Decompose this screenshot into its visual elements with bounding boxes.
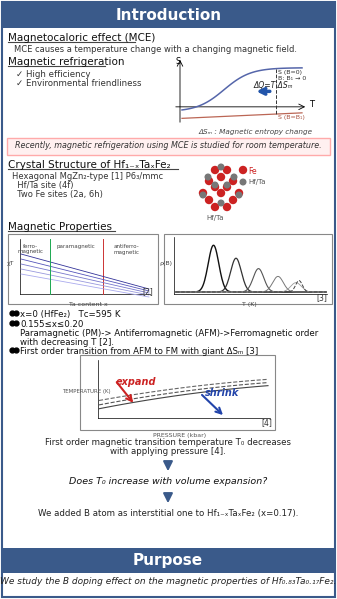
Circle shape xyxy=(212,167,218,174)
Bar xyxy=(2,548,335,573)
Circle shape xyxy=(218,200,224,206)
Text: Recently, magnetic refrigeration using MCE is studied for room temperature.: Recently, magnetic refrigeration using M… xyxy=(15,141,321,150)
Text: Purpose: Purpose xyxy=(133,552,203,567)
Text: ΔSₘ : Magnetic entropy change: ΔSₘ : Magnetic entropy change xyxy=(198,129,312,135)
Text: with decreasing T [2].: with decreasing T [2]. xyxy=(20,338,114,347)
Text: magnetic: magnetic xyxy=(17,249,43,254)
Circle shape xyxy=(223,204,231,210)
Text: S (B=0): S (B=0) xyxy=(278,69,302,75)
Circle shape xyxy=(206,177,213,184)
Text: Introduction: Introduction xyxy=(116,8,221,23)
Text: We study the B doping effect on the magnetic properties of Hf₀.₈₃Ta₀.₁₇Fe₂.: We study the B doping effect on the magn… xyxy=(0,577,336,586)
Text: χT: χT xyxy=(7,262,15,267)
Circle shape xyxy=(236,189,243,196)
Circle shape xyxy=(217,174,224,180)
Text: Hf/Ta: Hf/Ta xyxy=(248,179,266,185)
Text: ferro-: ferro- xyxy=(23,244,37,249)
Text: Magnetic refrigeration: Magnetic refrigeration xyxy=(8,57,124,67)
Bar xyxy=(80,355,275,430)
Circle shape xyxy=(206,196,213,204)
Circle shape xyxy=(231,174,237,180)
Text: Paramagnetic (PM)-> Antiferromagnetic (AFM)->Ferromagnetic order: Paramagnetic (PM)-> Antiferromagnetic (A… xyxy=(20,329,318,338)
Circle shape xyxy=(212,182,218,188)
Text: Ta content x: Ta content x xyxy=(69,302,108,307)
Text: shrink: shrink xyxy=(205,388,239,398)
Text: expand: expand xyxy=(116,377,156,387)
Text: [2]: [2] xyxy=(142,287,153,296)
Text: TEMPERATURE (K): TEMPERATURE (K) xyxy=(62,389,110,395)
Circle shape xyxy=(218,164,224,170)
Text: antiferro-
magnetic: antiferro- magnetic xyxy=(113,244,139,255)
Text: [4]: [4] xyxy=(261,418,272,427)
Text: ρ(B): ρ(B) xyxy=(159,262,173,267)
Text: S (B=B₁): S (B=B₁) xyxy=(278,115,304,120)
Text: Hf/Ta: Hf/Ta xyxy=(206,215,224,221)
Text: B: B₁ → 0: B: B₁ → 0 xyxy=(278,75,306,81)
Text: with applying pressure [4].: with applying pressure [4]. xyxy=(110,447,226,456)
Text: MCE causes a temperature change with a changing magnetic field.: MCE causes a temperature change with a c… xyxy=(14,45,297,54)
Circle shape xyxy=(236,192,242,198)
Text: Does T₀ increase with volume expansion?: Does T₀ increase with volume expansion? xyxy=(69,477,267,486)
Bar xyxy=(2,2,335,28)
Text: First order magnetic transition temperature T₀ decreases: First order magnetic transition temperat… xyxy=(45,438,291,447)
Text: ΔQ=T·ΔSₘ: ΔQ=T·ΔSₘ xyxy=(254,81,293,90)
Circle shape xyxy=(212,183,218,190)
Bar xyxy=(7,138,330,155)
Bar xyxy=(8,234,158,304)
Text: Hexagonal MgZn₂-type [1] P6₃/mmc: Hexagonal MgZn₂-type [1] P6₃/mmc xyxy=(12,172,163,181)
Text: paramagnetic: paramagnetic xyxy=(57,244,95,249)
Circle shape xyxy=(217,189,224,196)
Circle shape xyxy=(223,183,231,190)
Text: ✓ Environmental friendliness: ✓ Environmental friendliness xyxy=(16,79,142,88)
Circle shape xyxy=(212,204,218,210)
Text: Hf/Ta site (4f): Hf/Ta site (4f) xyxy=(12,181,73,190)
Circle shape xyxy=(205,174,211,180)
Text: 0.155≤x≤0.20: 0.155≤x≤0.20 xyxy=(20,320,83,329)
Text: T (K): T (K) xyxy=(242,302,256,307)
Text: First order transition from AFM to FM with giant ΔSₘ [3]: First order transition from AFM to FM wi… xyxy=(20,347,258,356)
Text: Crystal Structure of Hf₁₋ₓTaₓFe₂: Crystal Structure of Hf₁₋ₓTaₓFe₂ xyxy=(8,160,171,170)
Text: Two Fe sites (2a, 6h): Two Fe sites (2a, 6h) xyxy=(12,190,103,199)
Text: Magnetic Properties: Magnetic Properties xyxy=(8,222,112,232)
Bar xyxy=(164,234,332,304)
Text: We added B atom as interstitial one to Hf₁₋ₓTaₓFe₂ (x=0.17).: We added B atom as interstitial one to H… xyxy=(38,509,298,518)
Circle shape xyxy=(229,196,237,204)
Text: PRESSURE (kbar): PRESSURE (kbar) xyxy=(153,433,207,438)
Circle shape xyxy=(200,189,207,196)
Text: Fe: Fe xyxy=(248,167,256,176)
Circle shape xyxy=(240,167,246,174)
Circle shape xyxy=(229,177,237,184)
Text: x=0 (HfFe₂)   Tᴄ=595 K: x=0 (HfFe₂) Tᴄ=595 K xyxy=(20,310,121,319)
Circle shape xyxy=(223,167,231,174)
Text: S: S xyxy=(176,57,181,66)
Text: ✓ High efficiency: ✓ High efficiency xyxy=(16,70,91,79)
Text: Magnetocaloric effect (MCE): Magnetocaloric effect (MCE) xyxy=(8,33,155,43)
Text: [3]: [3] xyxy=(316,293,327,302)
Circle shape xyxy=(224,182,230,188)
Circle shape xyxy=(240,179,246,185)
Circle shape xyxy=(200,192,206,198)
Text: T: T xyxy=(309,101,314,110)
